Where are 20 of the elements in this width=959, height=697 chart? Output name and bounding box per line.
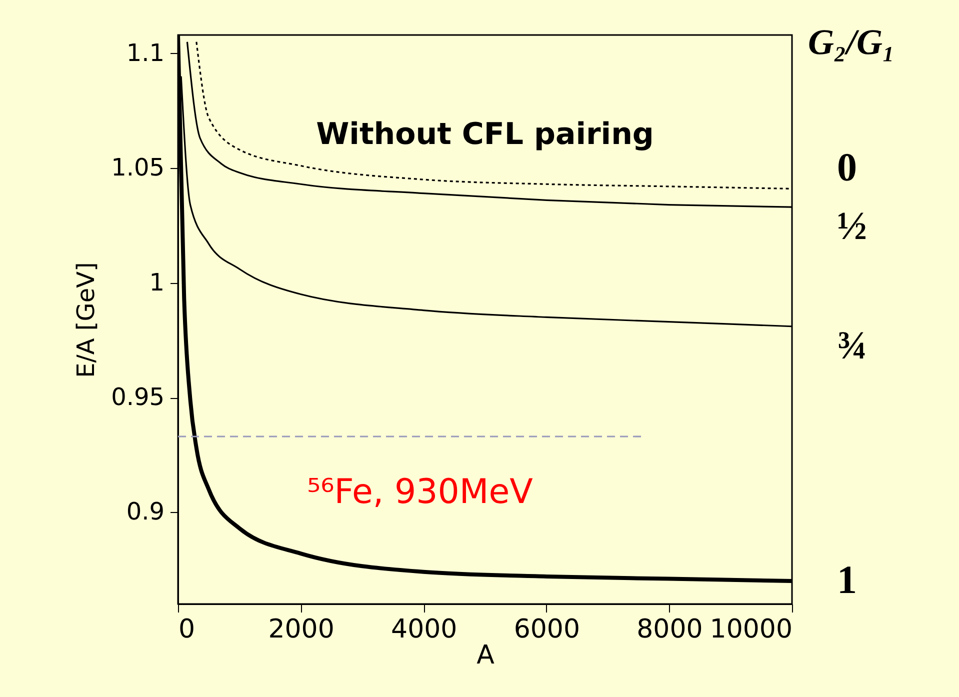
annotation: Without CFL pairing bbox=[316, 117, 654, 152]
y-axis-title: E/A [GeV] bbox=[72, 262, 100, 378]
series-label: ¾ bbox=[837, 322, 867, 368]
x-tick-label: 0 bbox=[178, 614, 196, 644]
y-tick-label: 1.05 bbox=[111, 154, 164, 182]
x-tick-label: 10000 bbox=[710, 614, 792, 644]
legend-title: G₂/G₁ bbox=[808, 22, 896, 62]
x-tick-label: 8000 bbox=[636, 614, 703, 644]
y-tick-label: 1 bbox=[149, 268, 164, 296]
series-label: 1 bbox=[837, 557, 857, 602]
x-tick-label: 6000 bbox=[514, 614, 580, 644]
x-tick-label: 2000 bbox=[268, 614, 334, 644]
series-label: ½ bbox=[837, 203, 867, 248]
x-axis-title: A bbox=[476, 640, 495, 670]
y-tick-label: 0.9 bbox=[126, 498, 164, 526]
y-tick-label: 0.95 bbox=[111, 383, 164, 412]
series-label: 0 bbox=[837, 144, 857, 190]
x-tick-label: 4000 bbox=[391, 614, 458, 644]
annotation: ⁵⁶Fe, 930MeV bbox=[307, 472, 533, 512]
y-tick-label: 1.1 bbox=[126, 38, 164, 67]
